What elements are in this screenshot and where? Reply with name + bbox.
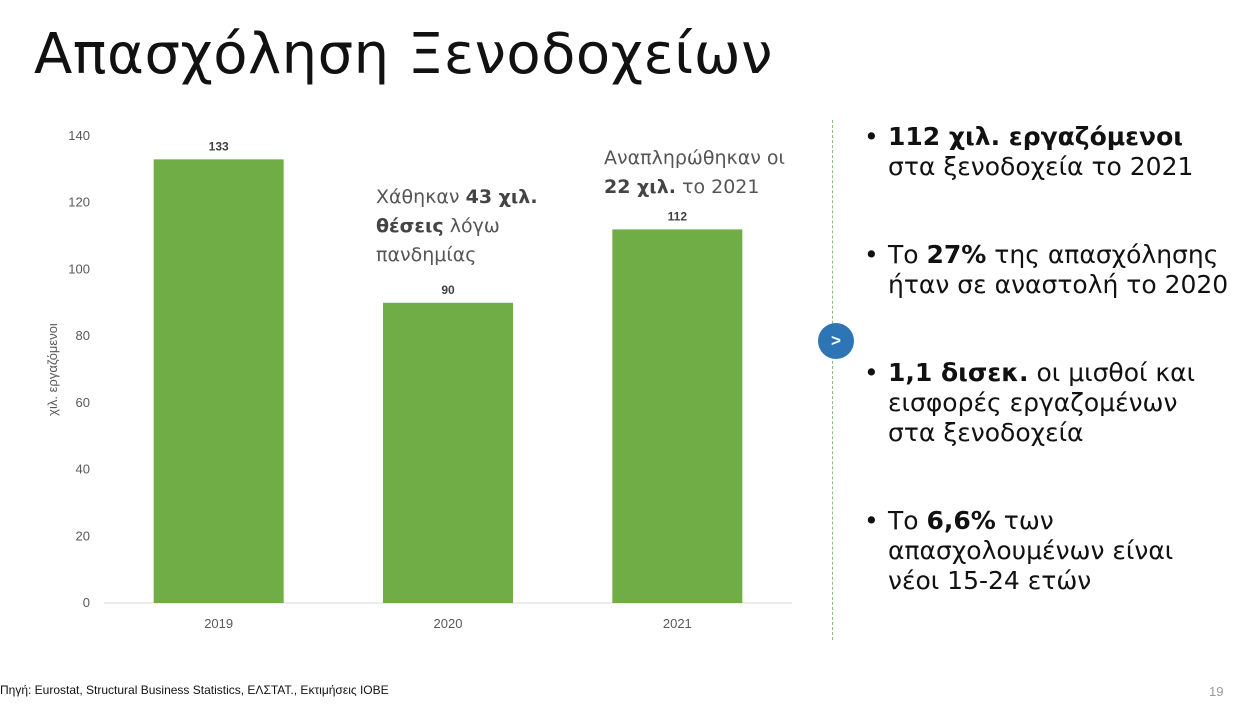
bullet-young-workers: Το 6,6% των απασχολουμένων είναι νέοι 15… [860,506,1230,596]
employment-bar-chart: 0 20 40 60 80 100 120 140 χιλ. εργαζόμενοι 133 201… [45,128,792,631]
next-slide-button[interactable]: > [818,323,854,359]
annotation-2021-pre: Αναπληρώθηκαν οι [604,147,785,169]
bullet-suspension-bold: 27% [926,240,987,269]
y-tick-label: 100 [68,261,90,276]
y-tick-label: 140 [68,128,90,143]
bar-2019 [153,159,284,603]
x-tick-label-2020: 2020 [434,616,463,631]
y-tick-label: 80 [76,328,90,343]
annotation-2020-post: λόγω πανδημίας [376,215,500,266]
data-label-2020: 90 [441,283,455,297]
slide-title: Απασχόληση Ξενοδοχείων [34,22,773,87]
annotation-2020-pre: Χάθηκαν [376,186,466,208]
bullet-employees-text: στα ξενοδοχεία το 2021 [888,152,1194,181]
bullet-suspension-pre: Το [888,240,927,269]
bar-2020 [383,302,513,603]
x-tick-label-2019: 2019 [204,616,233,631]
bullet-suspension: Το 27% της απασχόλησης ήταν σε αναστολή … [860,240,1230,300]
bullet-wages-text: οι μισθοί και εισφορές εργαζομένων στα ξ… [888,358,1196,447]
bullet-young-workers-bold: 6,6% [926,506,996,535]
bullet-young-workers-pre: Το [888,506,927,535]
bullet-employees-bold: 112 χιλ. εργαζόμενοι [888,122,1183,151]
y-tick-label: 120 [68,195,90,210]
data-label-2021: 112 [668,209,688,223]
annotation-2020-bold: 43 χιλ. θέσεις [376,186,538,237]
annotation-2020: Χάθηκαν 43 χιλ. θέσεις λόγω πανδημίας [376,183,576,270]
key-facts-list: 112 χιλ. εργαζόμενοι στα ξενοδοχεία το 2… [860,122,1230,654]
page-number: 19 [1209,684,1224,699]
bullet-young-workers-text: των απασχολουμένων είναι νέοι 15-24 ετών [888,506,1174,595]
x-tick-label-2021: 2021 [663,616,692,631]
bullet-wages: 1,1 δισεκ. οι μισθοί και εισφορές εργαζο… [860,358,1230,448]
data-label-2019: 133 [209,139,229,153]
annotation-2021-post: το 2021 [675,176,760,198]
bullet-wages-bold: 1,1 δισεκ. [888,358,1029,387]
bar-2021 [612,229,743,603]
bullet-employees: 112 χιλ. εργαζόμενοι στα ξενοδοχεία το 2… [860,122,1230,182]
y-tick-label: 20 [76,528,90,543]
annotation-2021: Αναπληρώθηκαν οι 22 χιλ. το 2021 [604,144,804,202]
y-tick-label: 60 [76,395,90,410]
y-axis-label: χιλ. εργαζόμενοι [45,323,60,416]
source-note: Πηγή: Eurostat, Structural Business Stat… [0,683,389,697]
y-tick-label: 0 [83,595,90,610]
dashed-divider [832,120,833,640]
y-tick-label: 40 [76,462,90,477]
bullet-suspension-text: της απασχόλησης ήταν σε αναστολή το 2020 [888,240,1229,299]
annotation-2021-bold: 22 χιλ. [604,176,676,198]
